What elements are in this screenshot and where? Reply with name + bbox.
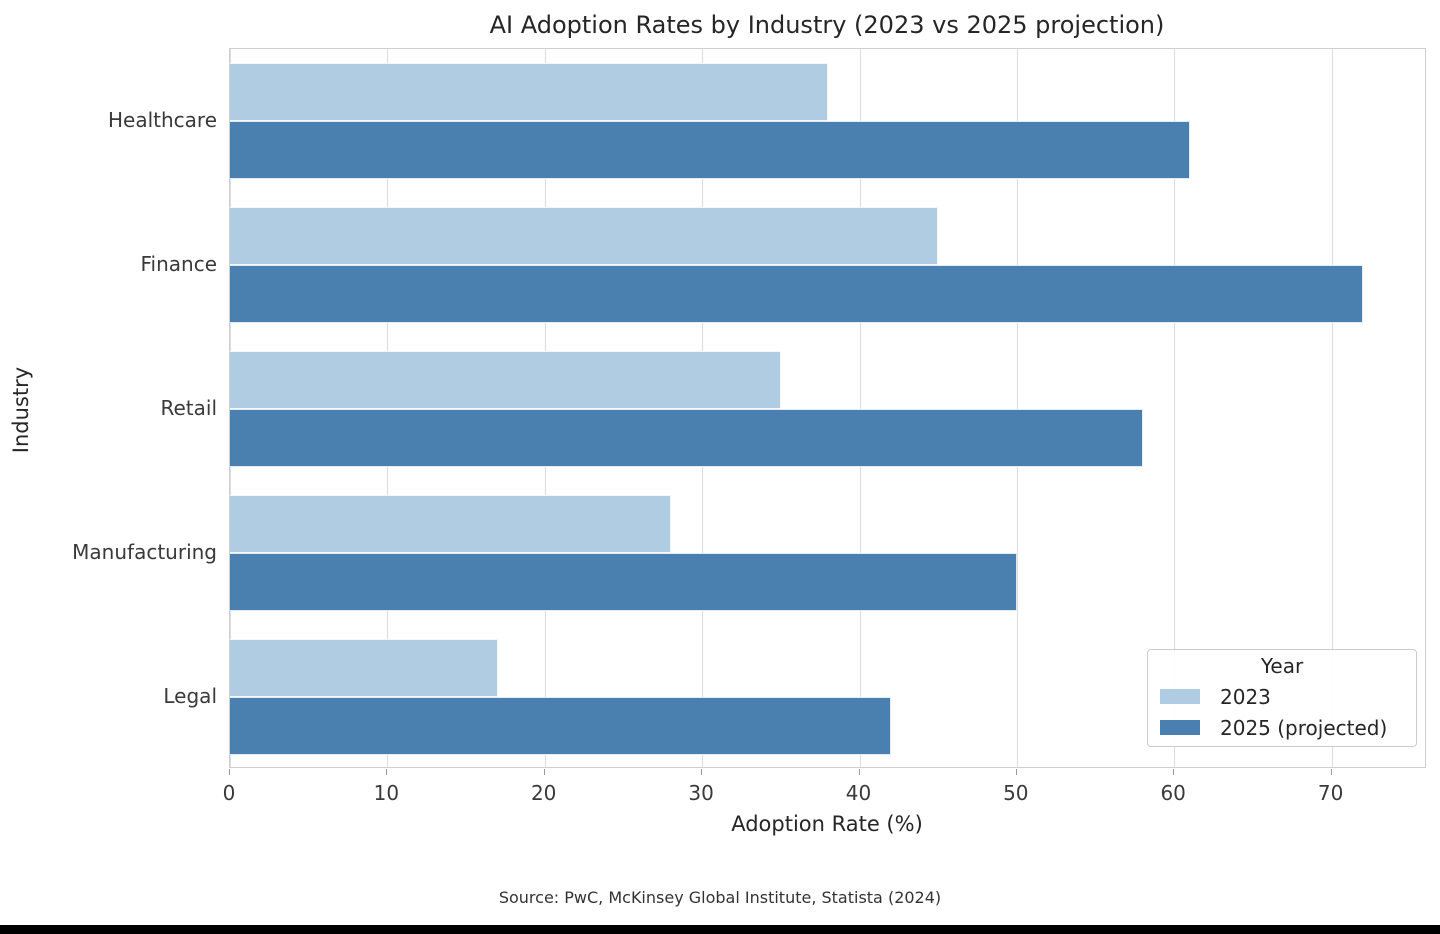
gridline-70 [1331, 49, 1333, 767]
y-tick-label-healthcare: Healthcare [107, 108, 217, 132]
x-tick-mark-0 [229, 769, 230, 775]
x-tick-label-20: 20 [530, 781, 557, 805]
chart-title: AI Adoption Rates by Industry (2023 vs 2… [489, 11, 1165, 39]
source-note: Source: PwC, McKinsey Global Institute, … [498, 888, 942, 907]
x-tick-label-50: 50 [1003, 781, 1029, 805]
bar-healthcare-2025 [230, 121, 1190, 179]
bar-retail-2023 [230, 351, 781, 409]
bar-finance-2023 [230, 207, 939, 265]
y-tick-label-legal: Legal [163, 684, 217, 708]
legend-entry-2025: 2025 (projected) [1160, 712, 1404, 743]
legend-entry-2023: 2023 [1160, 681, 1404, 712]
legend-entries: 2023 2025 (projected) [1160, 681, 1404, 743]
y-tick-label-retail: Retail [160, 396, 217, 420]
x-tick-mark-40 [858, 769, 860, 775]
bar-legal-2025 [230, 697, 891, 755]
legend: Year 2023 2025 (projected) [1147, 649, 1417, 747]
x-tick-label-0: 0 [222, 781, 236, 805]
legend-title: Year [1260, 654, 1304, 678]
gridline-60 [1174, 49, 1176, 767]
bar-healthcare-2023 [230, 63, 828, 121]
y-axis-label: Industry [9, 366, 33, 454]
legend-swatch-2025 [1160, 720, 1200, 735]
bar-retail-2025 [230, 409, 1143, 467]
x-tick-label-30: 30 [688, 781, 714, 805]
bar-manufacturing-2025 [230, 553, 1017, 611]
x-tick-mark-50 [1015, 769, 1017, 775]
legend-swatch-2023 [1160, 689, 1200, 704]
gridline-40 [859, 49, 861, 767]
x-tick-label-60: 60 [1160, 781, 1186, 805]
bar-legal-2023 [230, 639, 498, 697]
legend-label-2025: 2025 (projected) [1220, 715, 1388, 740]
y-tick-label-finance: Finance [140, 252, 217, 276]
plot-area [229, 48, 1426, 768]
bottom-bar [0, 925, 1440, 934]
x-tick-mark-60 [1173, 769, 1175, 775]
x-tick-mark-10 [386, 769, 388, 775]
bar-finance-2025 [230, 265, 1364, 323]
x-tick-label-70: 70 [1317, 781, 1344, 805]
x-tick-label-40: 40 [845, 781, 872, 805]
x-tick-mark-30 [701, 769, 703, 775]
x-tick-mark-70 [1330, 769, 1332, 775]
x-tick-mark-20 [543, 769, 545, 775]
gridline-50 [1016, 49, 1018, 767]
legend-label-2023: 2023 [1220, 684, 1271, 709]
bar-manufacturing-2023 [230, 495, 671, 553]
x-tick-label-10: 10 [373, 781, 400, 805]
x-axis-label: Adoption Rate (%) [731, 812, 923, 836]
y-tick-label-manufacturing: Manufacturing [72, 540, 217, 564]
